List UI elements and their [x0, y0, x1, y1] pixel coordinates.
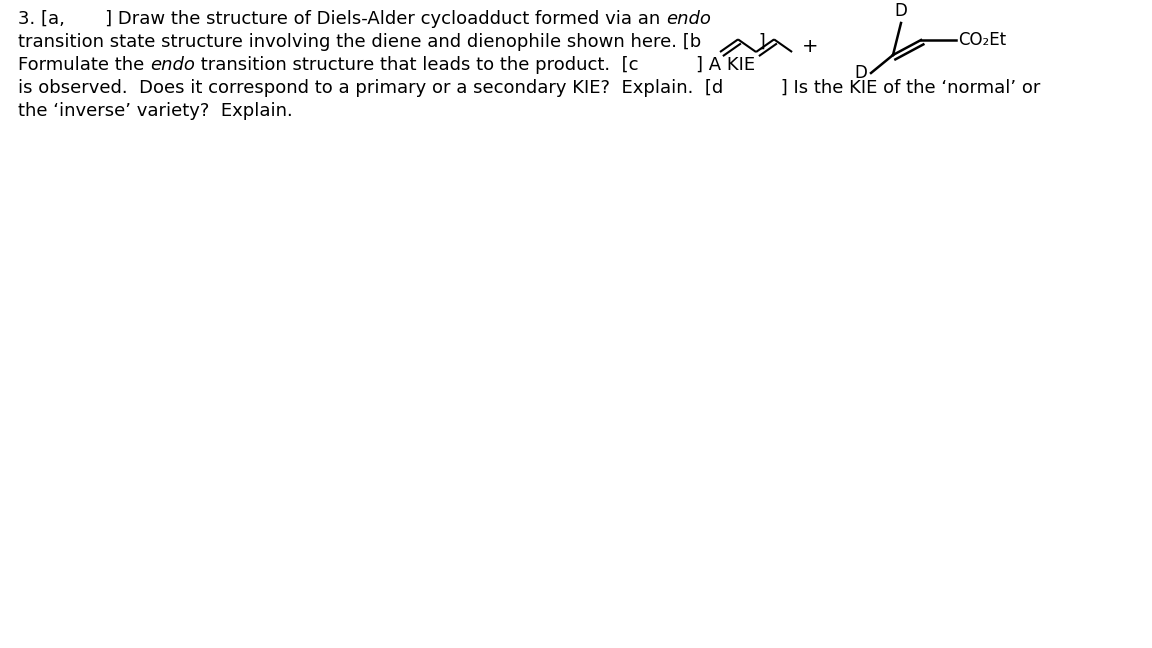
Text: endo: endo: [150, 56, 195, 74]
Text: +: +: [802, 38, 818, 56]
Text: transition structure that leads to the product.  [c          ] A KIE: transition structure that leads to the p…: [195, 56, 755, 74]
Text: 3. [a,       ] Draw the structure of Diels-Alder cycloadduct formed via an: 3. [a, ] Draw the structure of Diels-Ald…: [18, 10, 666, 28]
Text: CO₂Et: CO₂Et: [958, 31, 1006, 49]
Text: Formulate the: Formulate the: [18, 56, 150, 74]
Text: transition state structure involving the diene and dienophile shown here. [b    : transition state structure involving the…: [18, 33, 766, 51]
Text: the ‘inverse’ variety?  Explain.: the ‘inverse’ variety? Explain.: [18, 102, 293, 120]
Text: D: D: [854, 64, 867, 82]
Text: is observed.  Does it correspond to a primary or a secondary KIE?  Explain.  [d : is observed. Does it correspond to a pri…: [18, 79, 1040, 97]
Text: endo: endo: [666, 10, 711, 28]
Text: D: D: [895, 2, 908, 20]
